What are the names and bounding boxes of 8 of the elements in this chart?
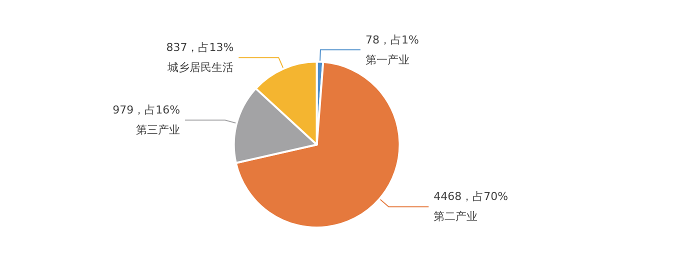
slice-label: 城乡居民生活 [166,61,234,74]
data-label: 78，占1% [365,33,419,46]
data-label: 979，占16% [112,104,180,117]
slice-label: 第一产业 [365,53,410,66]
slice-label: 第二产业 [434,210,478,224]
slice-label: 第三产业 [136,124,180,137]
data-label: 837，占13% [166,41,234,54]
data-label: 4468，占70% [434,190,508,204]
